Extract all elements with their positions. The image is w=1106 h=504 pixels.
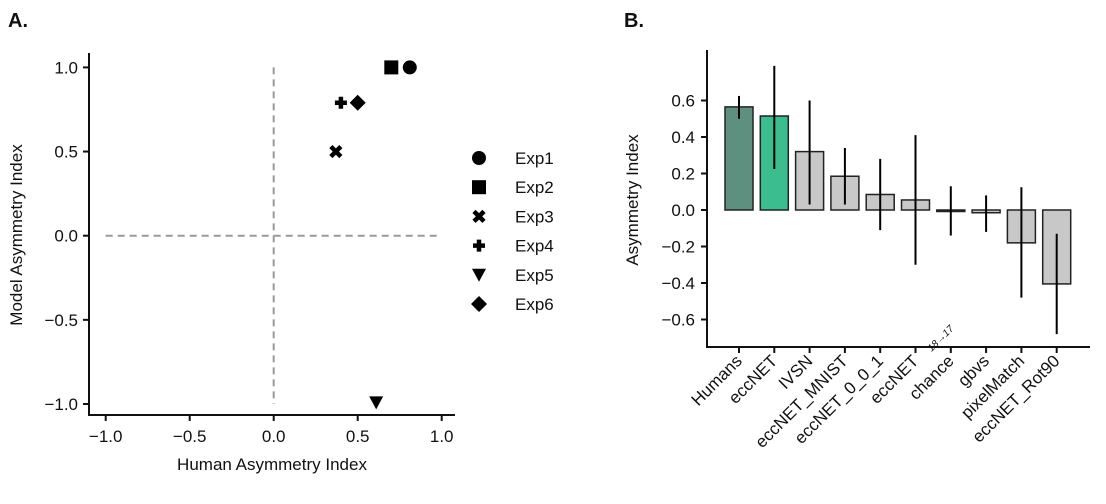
legend-marker-exp1 xyxy=(472,151,486,165)
y-tick-label: −0.2 xyxy=(661,238,695,257)
data-point-exp5 xyxy=(369,396,384,410)
data-point-exp3 xyxy=(329,144,343,159)
panel-label-b: B. xyxy=(624,10,644,32)
y-tick-label: −0.4 xyxy=(661,274,695,293)
y-tick-label: 0.0 xyxy=(671,201,695,220)
data-point-exp4 xyxy=(334,96,347,109)
legend-marker-exp2 xyxy=(472,180,486,195)
legend-marker-exp4 xyxy=(473,239,485,252)
legend-label: Exp4 xyxy=(515,237,554,256)
legend-label: Exp5 xyxy=(515,266,554,285)
legend-marker-exp5 xyxy=(472,268,486,282)
y-tick-label: 0.4 xyxy=(671,128,695,147)
bar-chart: 0.60.40.20.0−0.2−0.4−0.6HumanseccNETIVSN… xyxy=(661,50,1090,452)
x-tick-label: −1.0 xyxy=(89,427,123,446)
bar-ylabel: Asymmetry Index xyxy=(623,134,642,266)
data-point-exp1 xyxy=(402,60,417,75)
scatter-xlabel: Human Asymmetry Index xyxy=(177,455,367,474)
scatter-ylabel: Model Asymmetry Index xyxy=(7,144,26,326)
y-tick-label: 0.0 xyxy=(54,227,78,246)
y-tick-label: 0.2 xyxy=(671,165,695,184)
y-tick-label: −0.5 xyxy=(44,311,78,330)
scatter-plot: −1.0 −0.5 0.0 0.5 1.0 1.0 0.5 0.0 −0.5 −1.0 Exp1 Ex… xyxy=(44,53,554,446)
legend-label: Exp6 xyxy=(515,295,554,314)
panel-label-a: A. xyxy=(8,10,28,32)
legend-label: Exp3 xyxy=(515,207,554,226)
x-tick-label: 0.5 xyxy=(346,427,370,446)
y-tick-label: 0.5 xyxy=(54,143,78,162)
x-tick-label: 1.0 xyxy=(430,427,454,446)
legend-label: Exp2 xyxy=(515,178,554,197)
legend-marker-exp3 xyxy=(472,209,486,223)
y-tick-label: 1.0 xyxy=(54,58,78,77)
x-tick-label: 0.0 xyxy=(262,427,286,446)
y-tick-label: −0.6 xyxy=(661,311,695,330)
legend-label: Exp1 xyxy=(515,149,554,168)
legend-marker-exp6 xyxy=(471,296,487,312)
x-tick-label-subscript: 18→17 xyxy=(926,323,957,354)
x-tick-label: −0.5 xyxy=(173,427,207,446)
y-tick-label: −1.0 xyxy=(44,395,78,414)
data-point-exp2 xyxy=(384,60,399,75)
bar-0 xyxy=(724,106,754,211)
y-tick-label: 0.6 xyxy=(671,92,695,111)
data-point-exp6 xyxy=(349,94,366,111)
